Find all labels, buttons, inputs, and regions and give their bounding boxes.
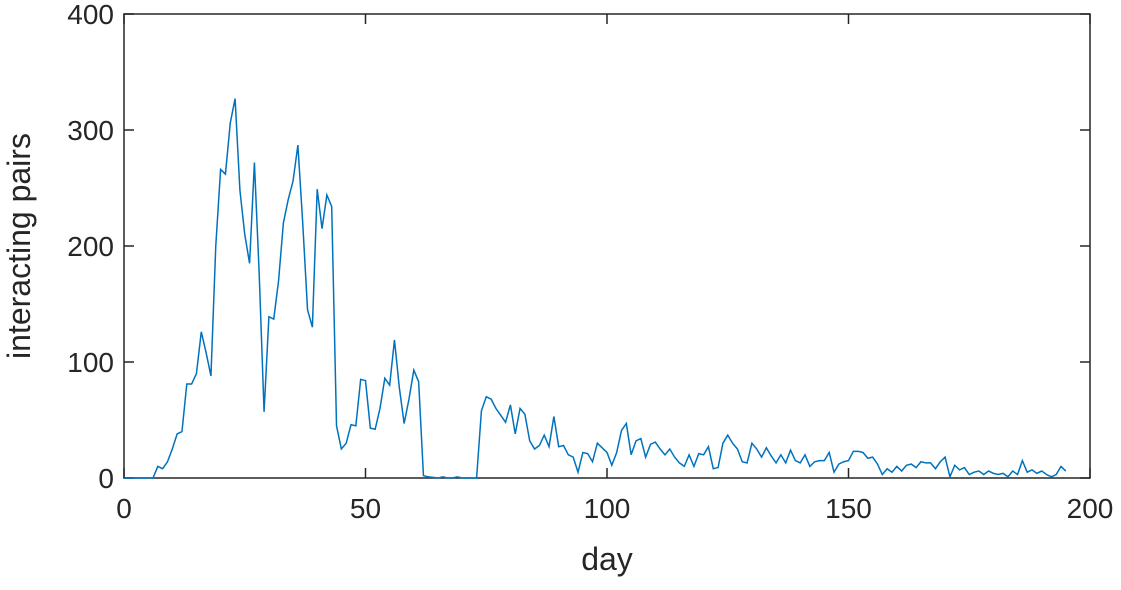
x-tick-label: 100 [584,493,631,524]
x-tick-label: 150 [825,493,872,524]
y-tick-label: 200 [67,231,114,262]
y-tick-label: 300 [67,115,114,146]
y-tick-label: 0 [98,463,114,494]
plot-frame [123,13,1091,479]
x-tick-label: 200 [1067,493,1114,524]
y-tick-label: 400 [67,0,114,30]
x-axis-label: day [581,541,633,577]
x-tick-label: 50 [350,493,381,524]
data-line [124,98,1067,480]
y-tick-label: 100 [67,347,114,378]
y-axis-label: interacting pairs [1,133,37,359]
x-tick-label: 0 [116,493,132,524]
